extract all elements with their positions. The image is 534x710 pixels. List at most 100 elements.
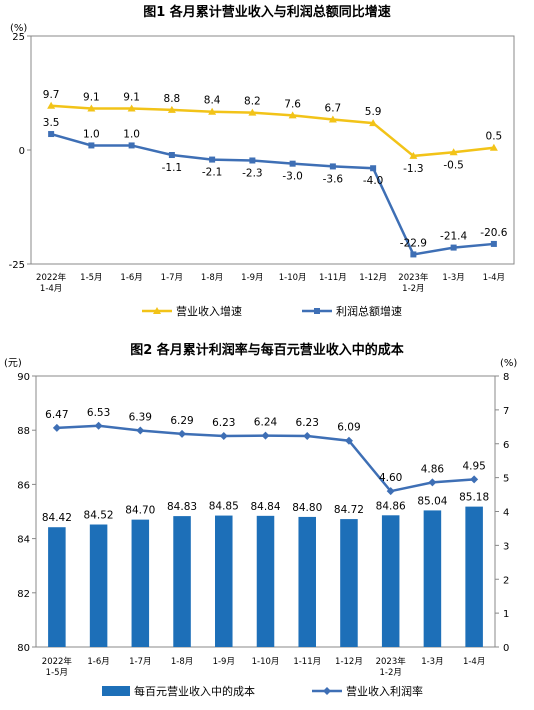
bar xyxy=(89,524,108,647)
data-label: 7.6 xyxy=(284,98,301,110)
data-label: 8.2 xyxy=(244,96,261,108)
data-point xyxy=(369,119,378,127)
data-label: -1.3 xyxy=(403,163,424,175)
legend-label: 营业收入利润率 xyxy=(346,684,423,698)
data-point xyxy=(88,142,95,149)
x-tick-label: 1-9月 xyxy=(241,273,263,283)
data-label: 8.4 xyxy=(204,95,221,107)
bar-label: 84.72 xyxy=(334,504,364,516)
bar xyxy=(173,516,191,647)
x-tick-label: 1-7月 xyxy=(129,657,151,667)
data-label: 6.39 xyxy=(129,412,152,424)
data-label: 8.8 xyxy=(164,93,181,105)
x-tick-label: 1-8月 xyxy=(201,273,223,283)
bar xyxy=(256,515,275,647)
data-point xyxy=(344,436,353,445)
y2-tick-label: 4 xyxy=(503,508,509,519)
data-label: -0.5 xyxy=(443,159,464,171)
data-point xyxy=(428,478,437,487)
bar-label: 84.42 xyxy=(42,512,72,524)
bar-label: 84.83 xyxy=(167,501,197,513)
data-label: 9.1 xyxy=(83,92,100,104)
chart2-bars: 84.42 84.52 84.70 84.83 84.85 84.84 84.80 84.72… xyxy=(42,492,489,647)
data-point xyxy=(450,244,457,251)
y2-tick-label: 0 xyxy=(503,643,509,654)
y2-tick-label: 2 xyxy=(503,575,509,586)
chart2-right-y-axis: 0 1 2 3 4 5 6 7 8 xyxy=(495,372,509,654)
chart1-unit-label: (%) xyxy=(10,23,27,34)
legend-marker xyxy=(323,687,331,695)
bar-label: 84.84 xyxy=(250,501,280,513)
bar xyxy=(381,515,400,647)
x-tick-label: 2022年 xyxy=(36,272,67,283)
y2-tick-label: 8 xyxy=(503,372,509,383)
data-label: 6.47 xyxy=(45,409,68,421)
data-point xyxy=(303,431,312,440)
x-tick-label: 1-10月 xyxy=(279,273,307,283)
x-tick-label: 1-7月 xyxy=(161,273,183,283)
x-tick-label: 1-4月 xyxy=(483,273,505,283)
x-tick-label: 1-8月 xyxy=(171,657,193,667)
y-tick-label: 90 xyxy=(17,372,30,383)
data-point xyxy=(209,156,216,163)
data-label: -21.4 xyxy=(440,231,467,243)
data-label: 6.53 xyxy=(87,407,110,419)
x-tick-label: 1-4月 xyxy=(463,657,485,667)
data-point xyxy=(328,115,337,123)
chart2-line: 6.47 6.53 6.39 6.29 6.23 6.24 6.23 6.09 4.60 4.86… xyxy=(45,407,486,496)
chart2-left-y-axis: 80 82 84 86 88 90 xyxy=(17,372,36,654)
data-point xyxy=(261,431,270,440)
data-point xyxy=(410,251,417,258)
y2-tick-label: 3 xyxy=(503,541,509,552)
data-label: -3.6 xyxy=(323,173,344,185)
legend-label: 利润总额增速 xyxy=(336,304,402,318)
data-point xyxy=(167,105,176,113)
y-tick-label: 80 xyxy=(17,643,30,654)
x-tick-label: 1-11月 xyxy=(319,273,347,283)
x-tick-label: 1-6月 xyxy=(120,273,142,283)
data-label: -2.3 xyxy=(242,167,263,179)
bar-label: 84.80 xyxy=(292,502,322,514)
legend-label: 每百元营业收入中的成本 xyxy=(134,684,255,698)
data-point xyxy=(386,487,395,496)
x-tick-label: 1-5月 xyxy=(80,273,102,283)
data-point xyxy=(52,423,61,432)
chart2-left-unit-label: (元) xyxy=(4,358,22,369)
data-label: 6.24 xyxy=(254,417,278,429)
y-tick-label: 82 xyxy=(17,589,30,600)
data-point xyxy=(136,426,145,435)
data-label: 6.29 xyxy=(170,415,193,427)
data-point xyxy=(470,475,479,484)
data-point xyxy=(329,163,336,170)
data-label: 3.5 xyxy=(43,117,60,129)
series-line-1 xyxy=(51,104,495,158)
data-point xyxy=(208,107,217,115)
data-label: 6.23 xyxy=(212,417,235,429)
bar-label: 85.04 xyxy=(417,495,447,507)
x-tick-label: 1-5月 xyxy=(46,668,68,678)
data-label: -20.6 xyxy=(480,227,507,239)
data-point xyxy=(249,157,256,164)
data-point xyxy=(87,104,96,112)
data-point xyxy=(489,143,498,151)
chart2: 图2 各月累计利润率与每百元营业收入中的成本 (元) (%) 808284868… xyxy=(4,342,517,698)
series-line-2 xyxy=(50,132,494,256)
data-label: 4.60 xyxy=(379,472,402,484)
x-tick-label: 1-2月 xyxy=(379,668,401,678)
y-tick-label: -25 xyxy=(9,260,25,271)
data-label: -1.1 xyxy=(162,162,183,174)
data-label: 4.86 xyxy=(421,463,445,475)
y2-tick-label: 6 xyxy=(503,440,509,451)
data-point xyxy=(288,111,297,119)
x-tick-label: 1-6月 xyxy=(87,657,109,667)
data-point xyxy=(370,165,377,172)
bar-label: 84.86 xyxy=(376,500,406,512)
bar xyxy=(48,527,66,647)
y-tick-label: 88 xyxy=(17,426,30,437)
x-tick-label: 1-3月 xyxy=(421,657,443,667)
x-tick-label: 1-9月 xyxy=(213,657,235,667)
x-tick-label: 2022年 xyxy=(42,656,73,667)
data-point xyxy=(289,160,296,167)
